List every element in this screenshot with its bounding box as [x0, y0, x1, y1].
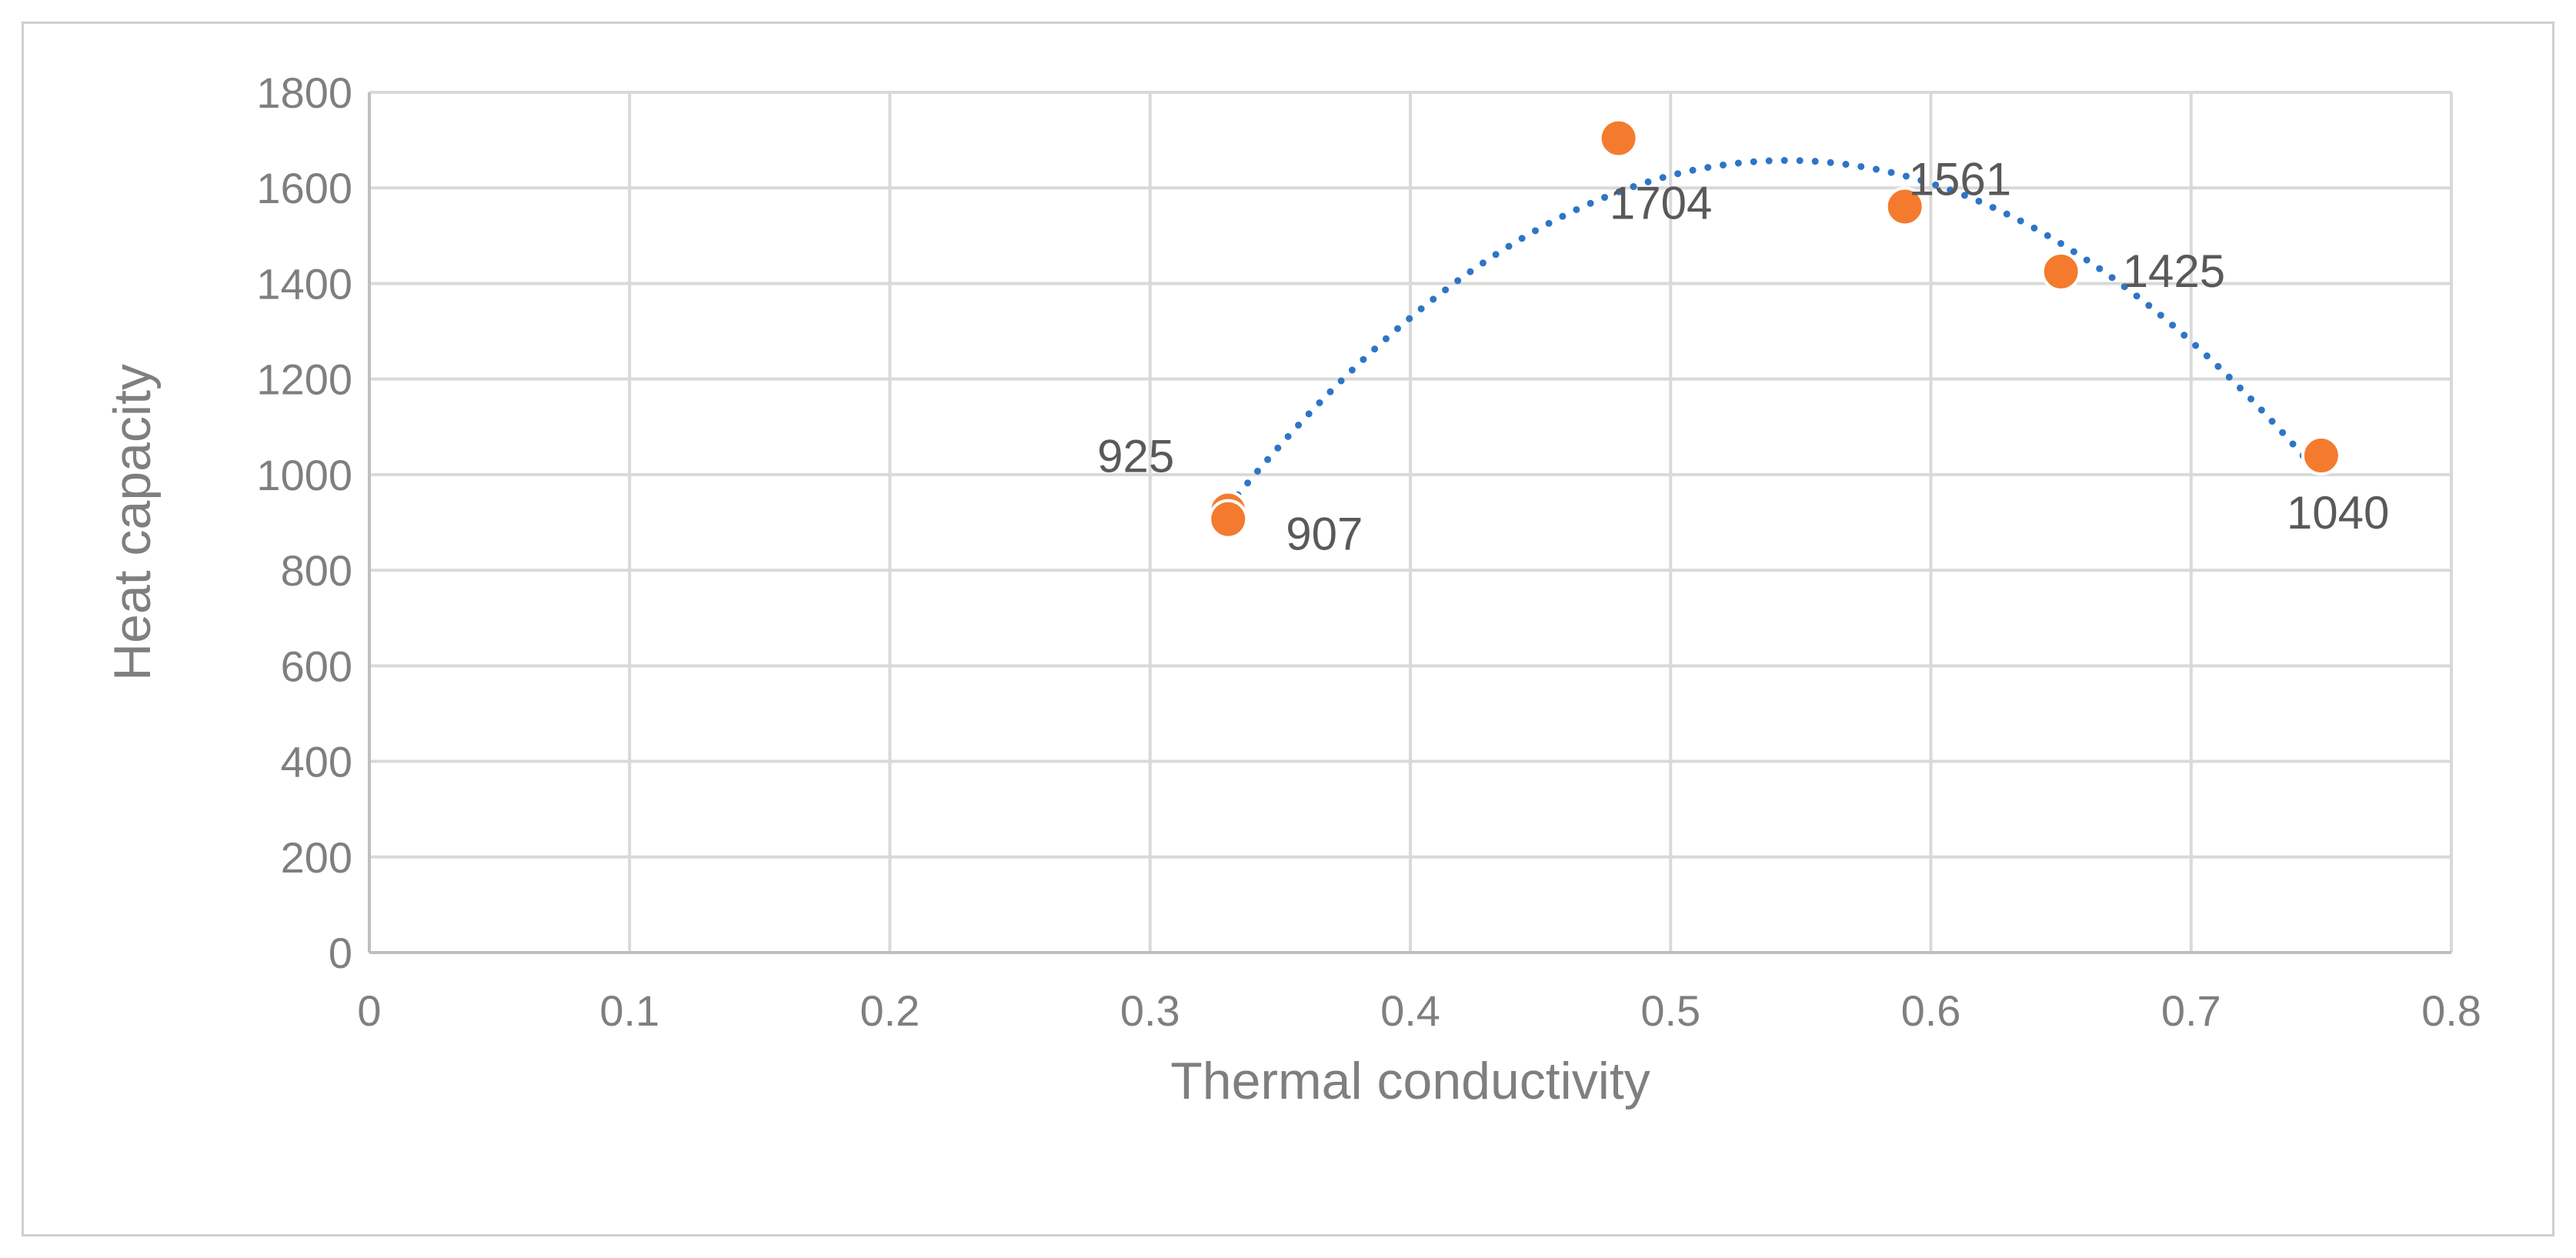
x-axis-title: Thermal conductivity: [1170, 1052, 1650, 1110]
y-tick-label: 1000: [256, 451, 352, 499]
x-tick-label: 0.2: [860, 986, 920, 1035]
data-label: 1561: [1909, 153, 2011, 205]
y-tick-label: 1800: [256, 68, 352, 117]
data-label: 1040: [2287, 487, 2389, 539]
y-tick-label: 0: [329, 929, 352, 977]
x-tick-label: 0: [357, 986, 381, 1035]
data-label: 907: [1286, 509, 1363, 560]
y-tick-label: 1600: [256, 164, 352, 212]
y-tick-label: 400: [281, 738, 352, 786]
x-tick-label: 0.6: [1901, 986, 1961, 1035]
data-label: 1425: [2123, 245, 2225, 297]
y-axis-title: Heat capacity: [103, 364, 162, 681]
trendline-path: [1224, 156, 2325, 511]
y-tick-label: 1400: [256, 259, 352, 308]
grid: [369, 91, 2453, 953]
data-point: [2301, 435, 2341, 476]
trendline: [1224, 156, 2325, 511]
x-tick-label: 0.1: [599, 986, 659, 1035]
data-point: [2040, 251, 2081, 292]
x-tick-label: 0.5: [1640, 986, 1700, 1035]
x-tick-label: 0.7: [2161, 986, 2221, 1035]
axes: [368, 92, 2451, 954]
y-tick-label: 800: [281, 546, 352, 595]
y-tick-label: 600: [281, 642, 352, 690]
x-tick-label: 0.8: [2421, 986, 2481, 1035]
data-labels: 925 907 1704 1561 1425 1040: [1097, 153, 2389, 559]
data-points: [1208, 118, 2341, 539]
data-point: [1884, 186, 1925, 227]
tick-labels: 0 200 400 600 800 1000 1200 1400 1600 1800 0 0.1 0.2…: [256, 68, 2481, 1035]
data-label: 925: [1097, 430, 1174, 482]
x-tick-label: 0.4: [1380, 986, 1440, 1035]
data-point: [1208, 499, 1249, 539]
y-tick-label: 1200: [256, 355, 352, 404]
data-point: [1598, 118, 1639, 159]
x-tick-label: 0.3: [1120, 986, 1180, 1035]
y-tick-label: 200: [281, 833, 352, 882]
data-label: 1704: [1610, 178, 1712, 229]
chart-frame: [22, 22, 2554, 1236]
